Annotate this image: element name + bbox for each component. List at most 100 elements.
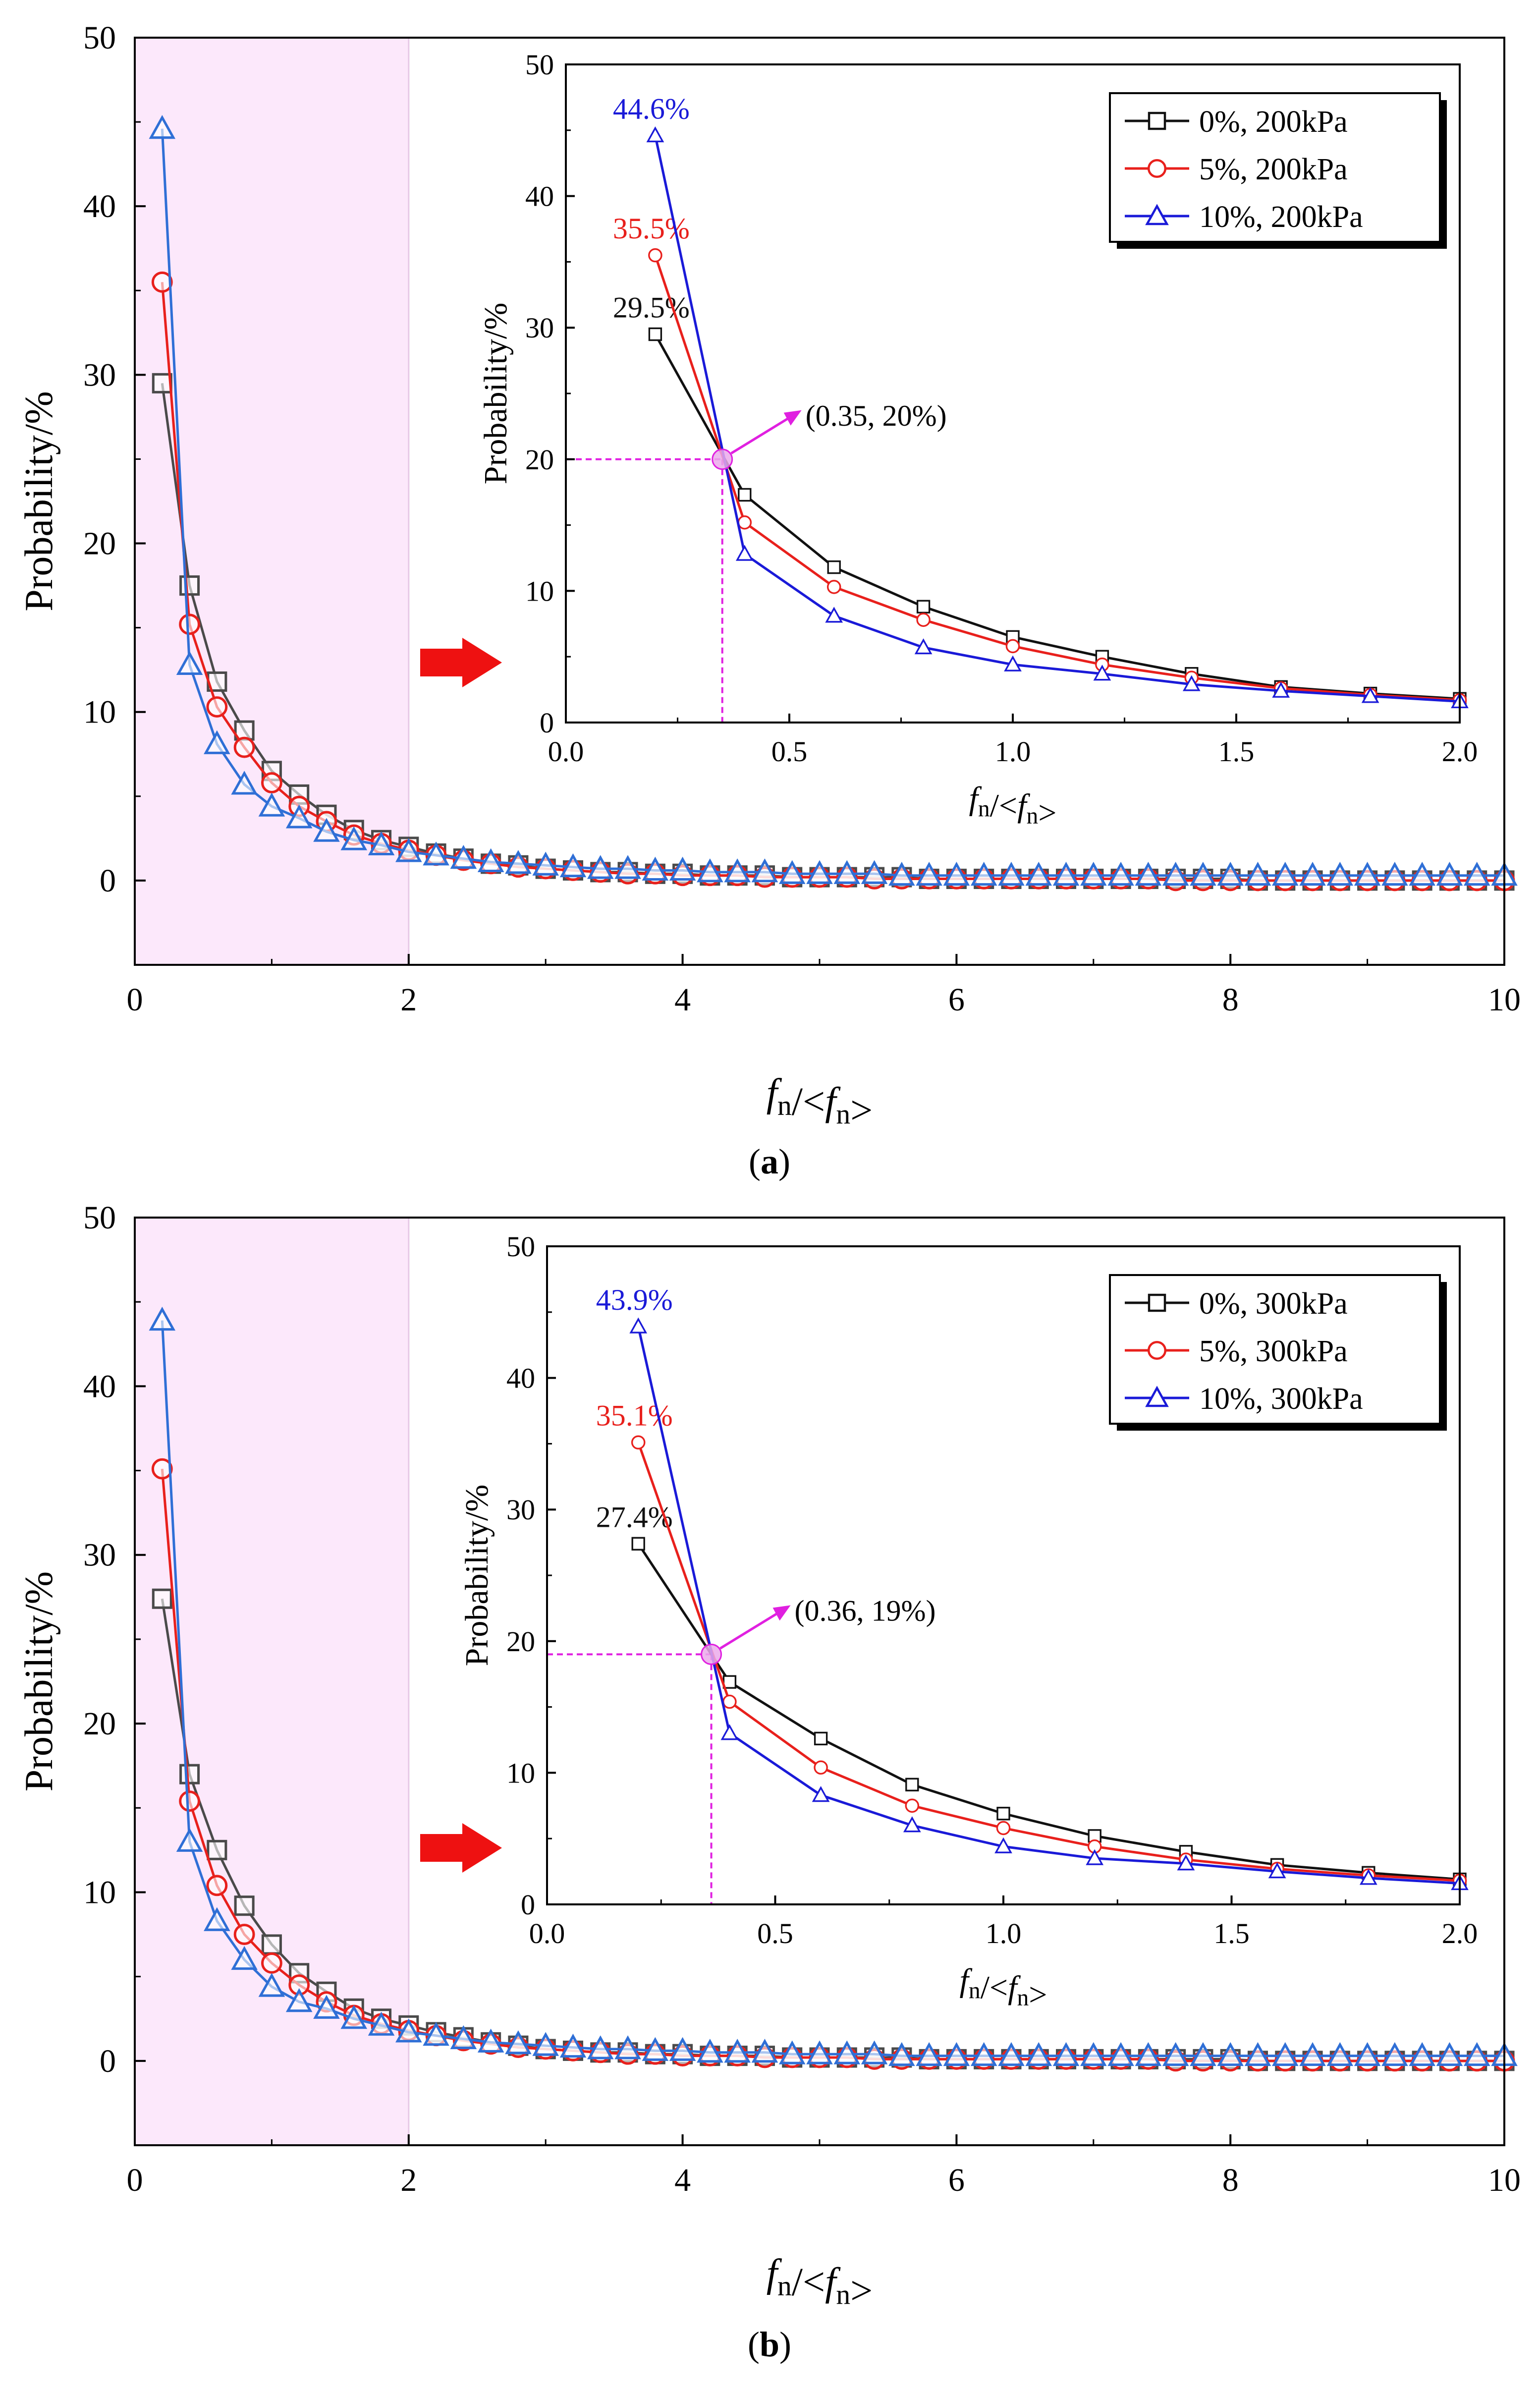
data-point (812, 1786, 830, 1802)
x-tick-label: 6 (948, 2162, 965, 2198)
y-tick-label: 40 (83, 188, 116, 224)
axis-label-part: > (1038, 795, 1056, 831)
legend-entry: 0%, 200kPa (1125, 105, 1348, 139)
data-point (1299, 862, 1326, 886)
data-point (1409, 2042, 1435, 2066)
data-point (532, 2032, 559, 2056)
caption-part: b (760, 2325, 779, 2364)
data-point (206, 1875, 228, 1896)
data-point (1361, 687, 1379, 703)
data-point (905, 1778, 919, 1791)
data-point (152, 373, 172, 393)
x-tick-label: 4 (674, 2162, 691, 2198)
data-point (423, 2022, 449, 2046)
data-point (1381, 2042, 1408, 2066)
data-point (179, 575, 200, 596)
data-point (970, 862, 997, 886)
x-axis-label: fn/<fn> (767, 1071, 873, 1132)
data-point (1299, 2042, 1326, 2066)
data-point (1182, 675, 1201, 691)
data-point (996, 1807, 1010, 1821)
axis-label-part: n (836, 1099, 850, 1130)
x-tick-label: 10 (1488, 2162, 1521, 2198)
data-point (996, 1821, 1011, 1836)
legend: 0%, 200kPa 5%, 200kPa 10%, 200kPa (1109, 92, 1447, 249)
y-tick-label: 40 (83, 1368, 116, 1404)
data-point (258, 792, 285, 817)
data-point (233, 1924, 255, 1945)
y-tick-label: 50 (506, 1230, 535, 1263)
data-point (204, 730, 230, 754)
x-tick-label: 8 (1222, 982, 1239, 1018)
data-point (814, 1760, 828, 1775)
data-point (258, 1973, 285, 1997)
x-tick-label: 0.0 (548, 735, 584, 768)
legend-entry: 5%, 300kPa (1125, 1335, 1348, 1368)
legend-label: 10%, 300kPa (1199, 1382, 1363, 1416)
x-tick-label: 0.5 (757, 1917, 793, 1949)
series-line (654, 135, 1460, 703)
peak-label: 44.6% (613, 92, 690, 125)
y-tick-label: 50 (83, 20, 116, 56)
data-point (206, 696, 228, 718)
inset-chart: 27.4%35.1%43.9%(0.36, 19%)0.0 0.5 1.0 1.5 2.… (459, 1230, 1478, 2013)
legend-marker (1145, 204, 1169, 225)
legend-label: 0%, 200kPa (1199, 105, 1348, 139)
data-point (998, 862, 1025, 886)
data-point (738, 488, 752, 502)
data-point (722, 1675, 737, 1689)
y-tick-label: 0 (521, 1889, 535, 1921)
axis-label-part: > (850, 1089, 873, 1132)
data-point (340, 826, 368, 850)
data-point (751, 2039, 778, 2063)
data-point (395, 2018, 422, 2043)
data-point (903, 1816, 921, 1833)
data-point (861, 2040, 888, 2064)
x-tick-label: 2 (400, 982, 417, 1018)
main-series-2 (149, 115, 1518, 886)
red-arrow (420, 1823, 502, 1873)
data-point (261, 1952, 282, 1974)
y-tick-label: 20 (525, 444, 554, 476)
data-point (943, 862, 970, 886)
data-point (1463, 2042, 1490, 2066)
data-point (340, 2005, 368, 2029)
crossing-arrow-shaft (730, 414, 794, 454)
data-point (505, 2030, 532, 2055)
series-line (637, 1543, 1460, 1881)
data-point (395, 838, 422, 862)
y-tick-label: 10 (83, 694, 116, 730)
data-point (152, 1588, 172, 1609)
data-point (1025, 2042, 1052, 2066)
data-point (204, 1907, 230, 1931)
data-point (587, 2035, 614, 2059)
legend-label: 10%, 200kPa (1199, 200, 1363, 234)
data-point (1025, 862, 1052, 886)
data-point (1272, 681, 1290, 698)
x-tick-label: 4 (674, 982, 691, 1018)
data-point (1052, 2042, 1080, 2066)
data-point (806, 860, 833, 884)
legend: 0%, 300kPa 5%, 300kPa 10%, 300kPa (1109, 1274, 1447, 1431)
data-point (614, 855, 641, 879)
data-point (559, 853, 587, 878)
y-tick-label: 30 (525, 312, 554, 344)
data-point (450, 2025, 477, 2050)
y-tick-label: 0 (100, 863, 116, 899)
data-point (833, 860, 861, 884)
series-line (637, 1326, 1460, 1885)
data-point (970, 2042, 997, 2066)
data-point (916, 600, 931, 613)
data-point (735, 545, 754, 561)
data-point (477, 2028, 504, 2053)
legend-marker (1145, 1386, 1169, 1407)
data-point (1436, 862, 1463, 886)
data-point (614, 2035, 641, 2059)
data-point (231, 1946, 258, 1970)
series-line (654, 334, 1460, 700)
data-point (724, 858, 751, 883)
highlight-band (135, 38, 409, 965)
x-tick-label: 1.0 (995, 735, 1031, 768)
data-point (587, 855, 614, 879)
